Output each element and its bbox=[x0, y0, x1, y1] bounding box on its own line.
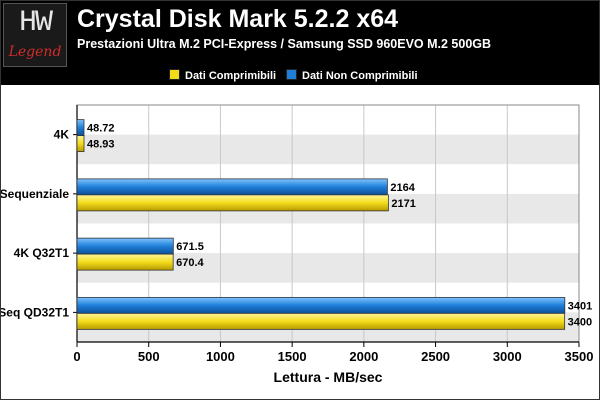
data-label: 2171 bbox=[391, 198, 415, 210]
data-label: 3400 bbox=[568, 316, 592, 328]
x-tick-label: 500 bbox=[138, 349, 160, 364]
bar-dati-non-comprimibili bbox=[76, 119, 85, 137]
bar-chart: 0 500 1000 1500 2000 2500 3000 3500 4K Sequenzial… bbox=[1, 104, 594, 385]
chart-header: HW Legend Crystal Disk Mark 5.2.2 x64 Pr… bbox=[1, 1, 599, 67]
plot-band-shaded bbox=[77, 134, 579, 165]
x-tick-label: 2500 bbox=[421, 349, 450, 364]
x-tick-label: 3500 bbox=[565, 349, 594, 364]
data-label: 670.4 bbox=[176, 257, 204, 269]
data-label: 48.72 bbox=[87, 123, 115, 135]
bar-dati-comprimibili bbox=[76, 253, 174, 271]
legend-item-dati-comprimibili: Dati Comprimibili bbox=[169, 69, 276, 83]
legend-swatch-blue bbox=[286, 69, 297, 80]
x-axis-title: Lettura - MB/sec bbox=[274, 369, 383, 385]
legend-label: Dati Comprimibili bbox=[185, 70, 277, 82]
x-tick-label: 1500 bbox=[278, 349, 307, 364]
legend-label: Dati Non Comprimibili bbox=[302, 70, 418, 82]
data-label: 2164 bbox=[390, 182, 415, 194]
bar-dati-comprimibili bbox=[76, 312, 566, 330]
y-tick-label: Seq QD32T1 bbox=[1, 305, 69, 319]
y-tick-label: 4K Q32T1 bbox=[14, 246, 70, 260]
chart-legend: Dati Comprimibili Dati Non Comprimibili bbox=[1, 67, 599, 85]
y-tick-label: 4K bbox=[54, 128, 70, 142]
legend-swatch-yellow bbox=[169, 69, 180, 80]
data-label: 3401 bbox=[568, 300, 592, 312]
x-tick-label: 1000 bbox=[206, 349, 235, 364]
bar-dati-comprimibili bbox=[76, 194, 389, 212]
x-tick-label: 3000 bbox=[493, 349, 522, 364]
bar-dati-comprimibili bbox=[76, 135, 85, 153]
y-tick-label: Sequenziale bbox=[1, 187, 69, 201]
logo-subtext: Legend bbox=[8, 44, 62, 60]
data-label: 671.5 bbox=[176, 241, 204, 253]
site-logo: HW Legend bbox=[3, 3, 67, 67]
chart-title: Crystal Disk Mark 5.2.2 x64 bbox=[77, 5, 399, 33]
logo-text: HW bbox=[18, 6, 53, 40]
bar-dati-non-comprimibili bbox=[76, 237, 174, 255]
x-tick-label: 2000 bbox=[349, 349, 378, 364]
legend-item-dati-non-comprimibili: Dati Non Comprimibili bbox=[286, 69, 418, 83]
bar-dati-non-comprimibili bbox=[76, 178, 388, 196]
bar-dati-non-comprimibili bbox=[76, 296, 566, 314]
plot-band-light bbox=[77, 105, 579, 135]
chart-subtitle: Prestazioni Ultra M.2 PCI-Express / Sams… bbox=[77, 37, 492, 51]
data-label: 48.93 bbox=[87, 139, 115, 151]
x-tick-label: 0 bbox=[73, 349, 80, 364]
